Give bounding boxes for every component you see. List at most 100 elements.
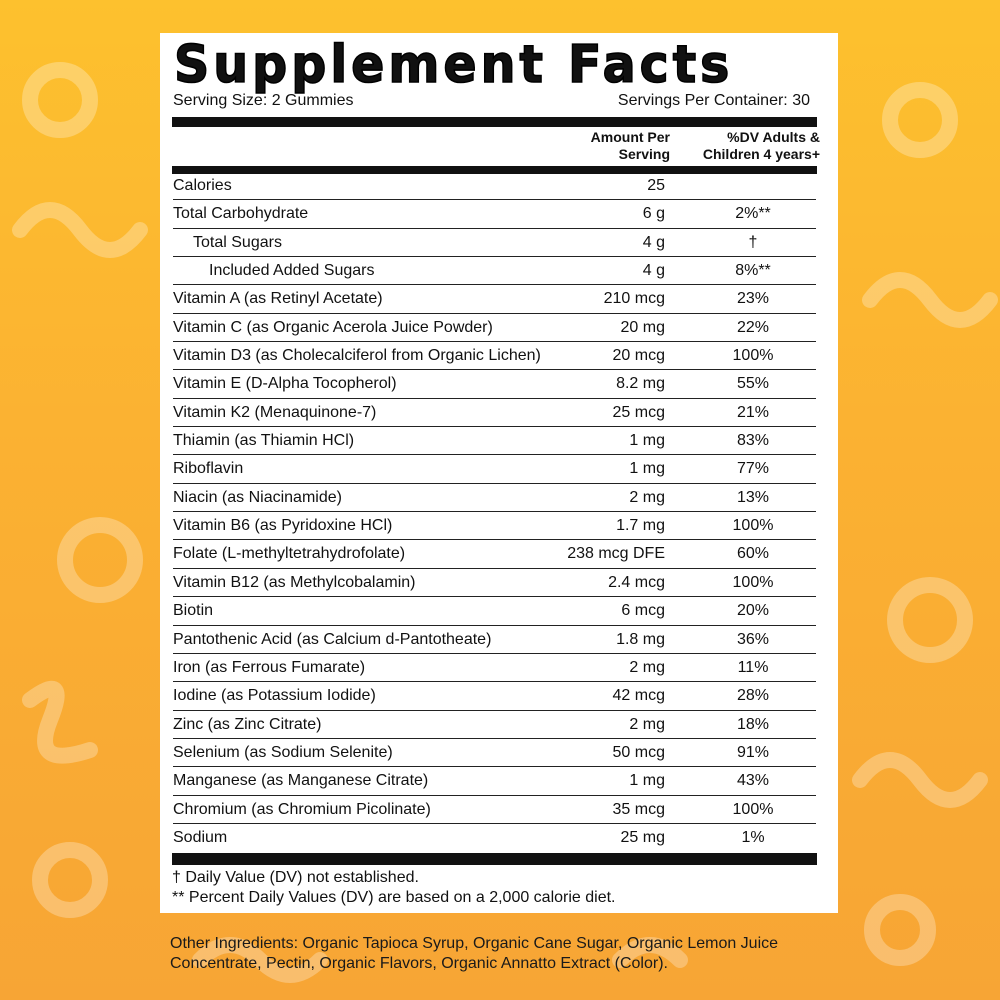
servings-per-container: Servings Per Container: 30 xyxy=(617,92,810,109)
nutrient-dv: 83% xyxy=(736,432,770,450)
nutrient-amount: 2 mg xyxy=(629,658,665,676)
nutrient-dv: 77% xyxy=(736,460,770,478)
nutrient-name: Iodine (as Potassium Iodide) xyxy=(173,687,376,705)
nutrient-name: Vitamin D3 (as Cholecalciferol from Orga… xyxy=(173,347,541,365)
nutrient-row: Vitamin E (D-Alpha Tocopherol) 8.2 mg 55% xyxy=(173,370,816,399)
nutrient-table: Calories 25 Total Carbohydrate 6 g 2%** Total… xyxy=(173,172,816,852)
nutrient-dv: 1% xyxy=(741,828,765,846)
nutrient-name: Vitamin B6 (as Pyridoxine HCl) xyxy=(173,517,393,535)
nutrient-name: Pantothenic Acid (as Calcium d-Pantothea… xyxy=(173,630,492,648)
nutrient-amount: 8.2 mg xyxy=(616,375,665,393)
nutrient-amount: 20 mg xyxy=(620,318,665,336)
nutrient-dv: 20% xyxy=(736,602,770,620)
amount-header-line1: Amount Per xyxy=(590,129,670,145)
amount-header-line2: Serving xyxy=(618,146,670,162)
nutrient-dv: 100% xyxy=(732,573,774,591)
nutrient-name: Calories xyxy=(173,177,232,194)
nutrient-dv: 60% xyxy=(736,545,770,563)
footnote-dagger: † Daily Value (DV) not established. xyxy=(172,869,419,886)
nutrient-name: Vitamin C (as Organic Acerola Juice Powd… xyxy=(173,318,493,336)
label-title: Supplement Facts xyxy=(173,34,734,95)
thick-divider xyxy=(172,117,817,127)
nutrient-row: Included Added Sugars 4 g 8%** xyxy=(173,257,816,286)
nutrient-dv: 11% xyxy=(737,658,769,676)
nutrient-dv: 55% xyxy=(736,375,770,393)
nutrient-row: Vitamin C (as Organic Acerola Juice Powd… xyxy=(173,314,816,343)
nutrient-name: Chromium (as Chromium Picolinate) xyxy=(173,800,431,818)
nutrient-dv: 36% xyxy=(736,630,770,648)
nutrient-amount: 4 g xyxy=(642,233,665,251)
nutrient-row: Calories 25 xyxy=(173,172,816,201)
thick-divider xyxy=(172,853,817,865)
nutrient-row: Vitamin D3 (as Cholecalciferol from Orga… xyxy=(173,342,816,371)
dv-header-line1: %DV Adults & xyxy=(727,129,820,145)
nutrient-dv: 8%** xyxy=(735,262,771,280)
dv-header-line2: Children 4 years+ xyxy=(702,146,820,162)
nutrient-name: Sodium xyxy=(173,828,228,846)
nutrient-name: Folate (L-methyltetrahydrofolate) xyxy=(173,545,406,563)
nutrient-dv: 21% xyxy=(736,403,770,421)
nutrient-row: Zinc (as Zinc Citrate) 2 mg 18% xyxy=(173,711,816,739)
nutrient-amount: 2 mg xyxy=(629,715,665,733)
nutrient-dv: 100% xyxy=(732,800,774,818)
nutrient-row: Chromium (as Chromium Picolinate) 35 mcg 1… xyxy=(173,796,816,824)
nutrient-name: Zinc (as Zinc Citrate) xyxy=(173,715,322,733)
nutrient-amount: 1.8 mg xyxy=(616,630,665,648)
nutrient-name: Included Added Sugars xyxy=(209,262,375,280)
amount-column-header: Amount Per Serving xyxy=(591,129,670,163)
supplement-facts-panel: Supplement Facts Serving Size: 2 Gummies… xyxy=(160,33,838,913)
nutrient-row: Riboflavin 1 mg 77% xyxy=(173,455,816,484)
nutrient-row: Manganese (as Manganese Citrate) 1 mg 43% xyxy=(173,767,816,796)
thick-divider xyxy=(172,166,817,174)
nutrient-row: Vitamin B12 (as Methylcobalamin) 2.4 mcg 1… xyxy=(173,569,816,598)
nutrient-dv: 43% xyxy=(736,772,770,790)
nutrient-dv: 100% xyxy=(732,517,774,535)
nutrient-dv: 28% xyxy=(736,687,770,705)
footnote-stars: ** Percent Daily Values (DV) are based o… xyxy=(172,889,616,906)
nutrient-amount: 35 mcg xyxy=(612,800,665,818)
nutrient-amount: 6 mcg xyxy=(621,602,665,620)
nutrient-dv: 18% xyxy=(736,715,770,733)
nutrient-name: Total Carbohydrate xyxy=(173,205,309,223)
nutrient-amount: 20 mcg xyxy=(612,347,665,365)
nutrient-amount: 1 mg xyxy=(629,460,665,478)
nutrient-amount: 25 mg xyxy=(620,828,665,846)
nutrient-amount: 2 mg xyxy=(629,488,665,506)
nutrient-row: Folate (L-methyltetrahydrofolate) 238 mcg… xyxy=(173,540,816,569)
nutrient-name: Selenium (as Sodium Selenite) xyxy=(173,743,393,761)
nutrient-row: Vitamin B6 (as Pyridoxine HCl) 1.7 mg 100% xyxy=(173,512,816,541)
nutrient-dv: 91% xyxy=(736,743,770,761)
nutrient-amount: 1 mg xyxy=(629,772,665,790)
nutrient-name: Vitamin K2 (Menaquinone-7) xyxy=(173,403,377,421)
nutrient-dv: 23% xyxy=(736,290,770,308)
nutrient-row: Thiamin (as Thiamin HCl) 1 mg 83% xyxy=(173,427,816,456)
nutrient-row: Total Sugars 4 g † xyxy=(173,229,816,258)
nutrient-row: Selenium (as Sodium Selenite) 50 mcg 91% xyxy=(173,739,816,768)
nutrient-name: Riboflavin xyxy=(173,460,244,478)
nutrient-amount: 1 mg xyxy=(629,432,665,450)
serving-size: Serving Size: 2 Gummies xyxy=(173,92,354,109)
nutrient-row: Total Carbohydrate 6 g 2%** xyxy=(173,200,816,229)
nutrient-amount: 25 mcg xyxy=(612,403,665,421)
nutrient-name: Thiamin (as Thiamin HCl) xyxy=(173,432,355,450)
nutrient-name: Vitamin B12 (as Methylcobalamin) xyxy=(173,573,416,591)
nutrient-name: Manganese (as Manganese Citrate) xyxy=(173,772,429,790)
other-ingredients: Other Ingredients: Organic Tapioca Syrup… xyxy=(170,935,779,972)
nutrient-name: Vitamin E (D-Alpha Tocopherol) xyxy=(173,375,397,393)
nutrient-amount: 2.4 mcg xyxy=(608,573,665,591)
nutrient-dv: 2%** xyxy=(735,205,771,223)
nutrient-row: Vitamin K2 (Menaquinone-7) 25 mcg 21% xyxy=(173,399,816,428)
nutrient-row: Iron (as Ferrous Fumarate) 2 mg 11% xyxy=(173,654,816,683)
nutrient-amount: 210 mcg xyxy=(603,290,665,308)
nutrient-dv: † xyxy=(748,233,758,251)
nutrient-name: Vitamin A (as Retinyl Acetate) xyxy=(173,290,383,308)
dv-column-header: %DV Adults & Children 4 years+ xyxy=(703,129,820,163)
nutrient-name: Iron (as Ferrous Fumarate) xyxy=(173,658,366,676)
nutrient-amount: 50 mcg xyxy=(612,743,665,761)
nutrient-dv: 13% xyxy=(736,488,770,506)
nutrient-amount: 42 mcg xyxy=(612,687,665,705)
nutrient-row: Niacin (as Niacinamide) 2 mg 13% xyxy=(173,484,816,513)
nutrient-amount: 238 mcg DFE xyxy=(567,545,665,563)
nutrient-amount: 1.7 mg xyxy=(616,517,665,535)
